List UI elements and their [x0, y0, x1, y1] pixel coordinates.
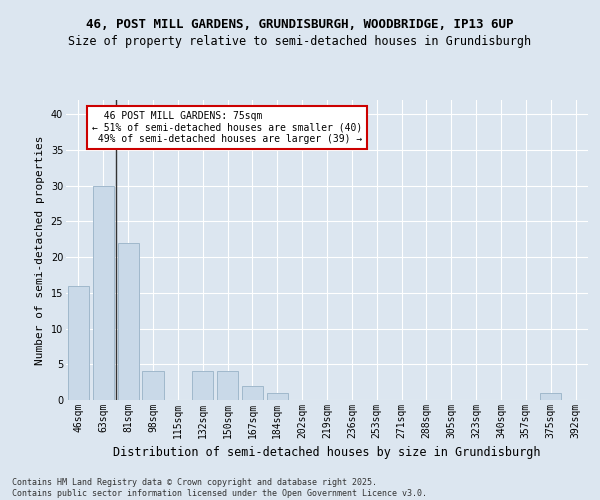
- Bar: [192, 372, 213, 400]
- Text: Contains HM Land Registry data © Crown copyright and database right 2025.
Contai: Contains HM Land Registry data © Crown c…: [12, 478, 427, 498]
- Bar: [93, 186, 114, 400]
- Text: Size of property relative to semi-detached houses in Grundisburgh: Size of property relative to semi-detach…: [68, 35, 532, 48]
- Bar: [242, 386, 263, 400]
- Text: 46, POST MILL GARDENS, GRUNDISBURGH, WOODBRIDGE, IP13 6UP: 46, POST MILL GARDENS, GRUNDISBURGH, WOO…: [86, 18, 514, 30]
- Bar: [118, 243, 139, 400]
- Y-axis label: Number of semi-detached properties: Number of semi-detached properties: [35, 135, 45, 365]
- Bar: [217, 372, 238, 400]
- Text: 46 POST MILL GARDENS: 75sqm
← 51% of semi-detached houses are smaller (40)
 49% : 46 POST MILL GARDENS: 75sqm ← 51% of sem…: [92, 110, 362, 144]
- X-axis label: Distribution of semi-detached houses by size in Grundisburgh: Distribution of semi-detached houses by …: [113, 446, 541, 460]
- Bar: [267, 393, 288, 400]
- Bar: [68, 286, 89, 400]
- Bar: [540, 393, 561, 400]
- Bar: [142, 372, 164, 400]
